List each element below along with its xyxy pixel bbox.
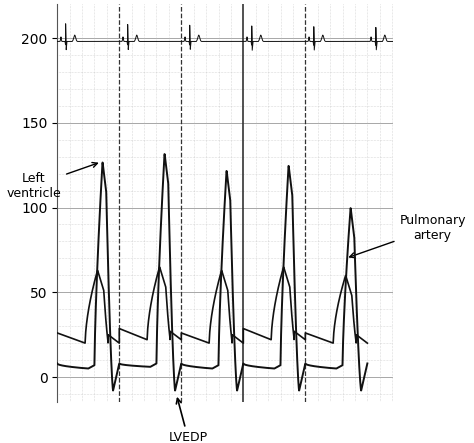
Text: Pulmonary
artery: Pulmonary artery <box>350 214 466 258</box>
Text: Left
ventricle: Left ventricle <box>7 163 98 199</box>
Text: LVEDP: LVEDP <box>168 398 208 443</box>
